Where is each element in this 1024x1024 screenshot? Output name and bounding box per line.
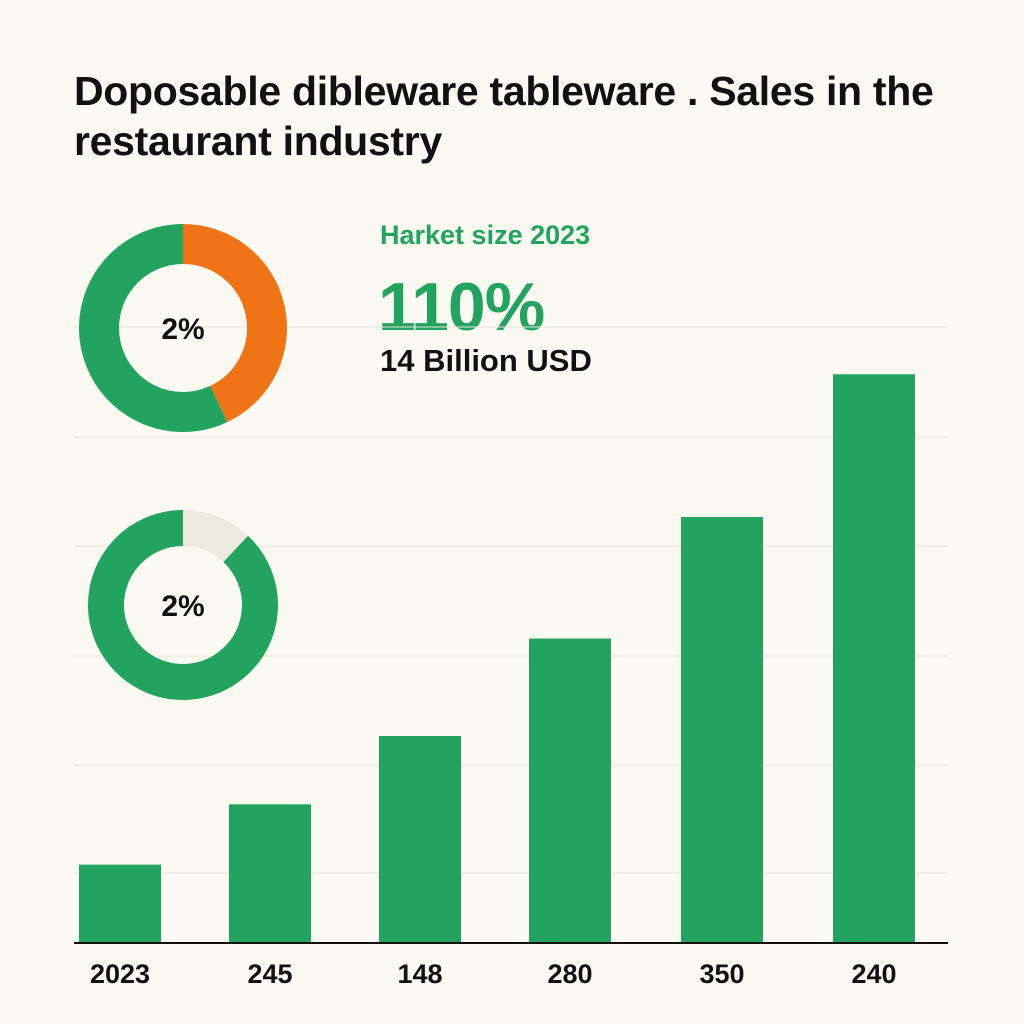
donut-segment-main <box>79 224 228 432</box>
donut-segment-accent <box>182 510 249 563</box>
kpi-subtext: 14 Billion USD <box>380 343 592 378</box>
donut-center-label: 2% <box>161 313 204 346</box>
bar <box>681 516 763 943</box>
bar <box>833 374 915 943</box>
x-tick-labels: 2023 245 148 280 350 240 <box>90 959 897 989</box>
bars <box>79 374 915 943</box>
x-tick-label: 245 <box>247 959 292 989</box>
chart-title: Doposable dibleware tableware . Sales in… <box>74 68 934 164</box>
x-tick-label: 2023 <box>90 959 150 989</box>
bar <box>529 638 611 943</box>
x-tick-label: 350 <box>699 959 744 989</box>
donut-charts: 2% 2% <box>79 224 287 700</box>
donut-chart: 2% <box>88 510 278 700</box>
kpi-value: 110% <box>378 269 545 345</box>
kpi-label: Harket size 2023 <box>380 220 591 250</box>
donut-segment-main <box>88 510 278 700</box>
x-tick-label: 280 <box>547 959 592 989</box>
bar <box>379 736 461 943</box>
x-tick-label: 148 <box>397 959 442 989</box>
donut-segment-accent <box>182 224 287 423</box>
donut-center-label: 2% <box>161 590 204 623</box>
bar <box>229 804 311 943</box>
x-tick-label: 240 <box>851 959 896 989</box>
bar <box>79 864 161 943</box>
donut-chart: 2% <box>79 224 287 432</box>
